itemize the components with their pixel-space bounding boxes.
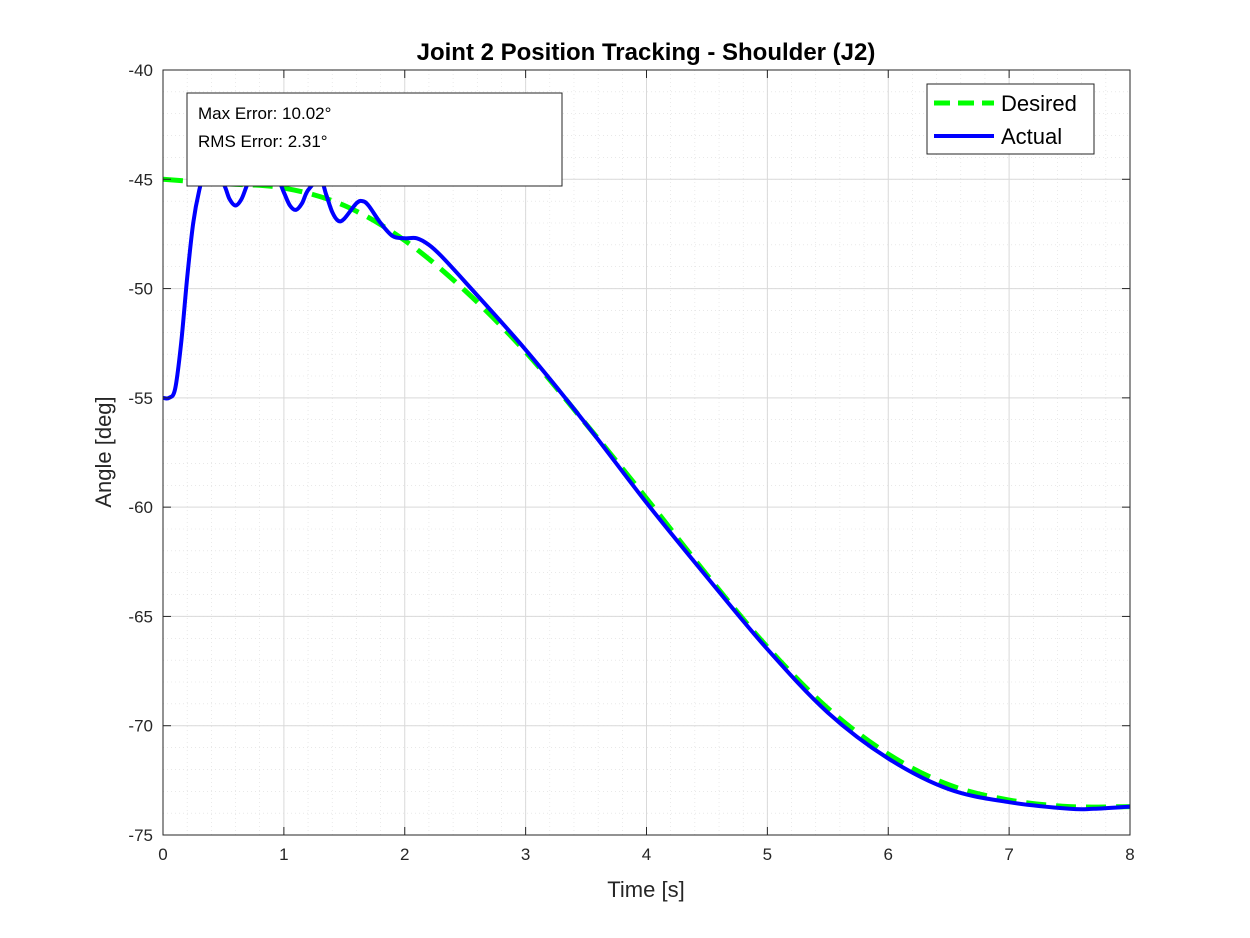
y-axis-label: Angle [deg]: [91, 396, 116, 507]
y-tick-label: -65: [128, 607, 153, 626]
legend-box: [926, 83, 1095, 155]
y-tick-label: -60: [128, 498, 153, 517]
x-axis-label: Time [s]: [607, 877, 684, 902]
x-tick-label: 2: [400, 845, 409, 864]
y-tick-label: -45: [128, 170, 153, 189]
x-tick-label: 3: [521, 845, 530, 864]
legend: Desired Actual: [926, 83, 1095, 155]
x-tick-label: 7: [1004, 845, 1013, 864]
annotation-max-error: Max Error: 10.02°: [198, 104, 331, 123]
x-tick-label: 4: [642, 845, 651, 864]
y-tick-label: -75: [128, 826, 153, 845]
y-tick-label: -70: [128, 717, 153, 736]
x-tick-label: 1: [279, 845, 288, 864]
series-line-desired: [163, 176, 1130, 810]
legend-entry-actual: Actual: [1001, 124, 1062, 149]
y-tick-label: -40: [128, 61, 153, 80]
annotation-box: Max Error: 10.02° RMS Error: 2.31°: [186, 92, 563, 187]
x-tick-label: 0: [158, 845, 167, 864]
y-tick-label: -55: [128, 389, 153, 408]
x-tick-label: 8: [1125, 845, 1134, 864]
legend-entry-desired: Desired: [1001, 91, 1077, 116]
chart-title: Joint 2 Position Tracking - Shoulder (J2…: [417, 39, 876, 66]
y-tick-label: -50: [128, 280, 153, 299]
annotation-rms-error: RMS Error: 2.31°: [198, 132, 328, 151]
y-axis-ticks: -75 -70 -65 -60 -55 -50 -45 -40: [128, 61, 1130, 845]
x-tick-label: 5: [763, 845, 772, 864]
x-axis-ticks: 0 1 2 3 4 5 6 7 8: [158, 70, 1135, 864]
x-tick-label: 6: [884, 845, 893, 864]
